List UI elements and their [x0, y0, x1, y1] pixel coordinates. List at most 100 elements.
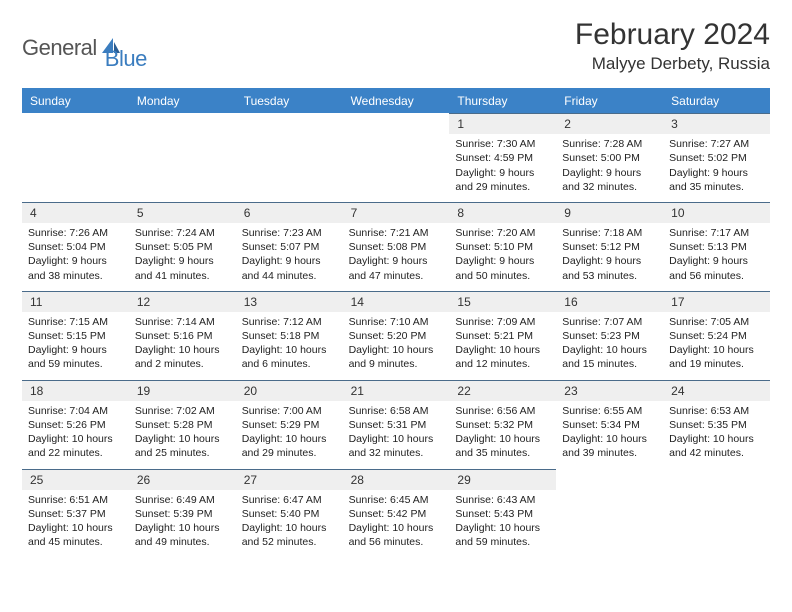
- daylight-text: Daylight: 10 hours and 22 minutes.: [28, 432, 123, 460]
- daylight-text: Daylight: 10 hours and 2 minutes.: [135, 343, 230, 371]
- day-cell: 21Sunrise: 6:58 AMSunset: 5:31 PMDayligh…: [343, 380, 450, 469]
- dow-sunday: Sunday: [22, 88, 129, 113]
- sunrise-text: Sunrise: 6:56 AM: [455, 404, 550, 418]
- location-label: Malyye Derbety, Russia: [575, 54, 770, 74]
- brand-word-1: General: [22, 35, 97, 61]
- daylight-text: Daylight: 10 hours and 56 minutes.: [349, 521, 444, 549]
- day-cell: [556, 469, 663, 558]
- sunset-text: Sunset: 5:04 PM: [28, 240, 123, 254]
- sunset-text: Sunset: 5:05 PM: [135, 240, 230, 254]
- sunset-text: Sunset: 5:26 PM: [28, 418, 123, 432]
- week-row: 11Sunrise: 7:15 AMSunset: 5:15 PMDayligh…: [22, 291, 770, 380]
- day-number: 29: [449, 469, 556, 490]
- daylight-text: Daylight: 9 hours and 47 minutes.: [349, 254, 444, 282]
- day-cell: 10Sunrise: 7:17 AMSunset: 5:13 PMDayligh…: [663, 202, 770, 291]
- day-cell: 18Sunrise: 7:04 AMSunset: 5:26 PMDayligh…: [22, 380, 129, 469]
- header: General Blue February 2024 Malyye Derbet…: [22, 18, 770, 74]
- day-cell: 29Sunrise: 6:43 AMSunset: 5:43 PMDayligh…: [449, 469, 556, 558]
- daylight-text: Daylight: 9 hours and 35 minutes.: [669, 166, 764, 194]
- sunrise-text: Sunrise: 7:05 AM: [669, 315, 764, 329]
- daylight-text: Daylight: 10 hours and 35 minutes.: [455, 432, 550, 460]
- day-cell: 24Sunrise: 6:53 AMSunset: 5:35 PMDayligh…: [663, 380, 770, 469]
- sunset-text: Sunset: 5:24 PM: [669, 329, 764, 343]
- day-of-week-header: Sunday Monday Tuesday Wednesday Thursday…: [22, 88, 770, 113]
- sunrise-text: Sunrise: 6:53 AM: [669, 404, 764, 418]
- day-number: 22: [449, 380, 556, 401]
- sunrise-text: Sunrise: 7:28 AM: [562, 137, 657, 151]
- day-number: 9: [556, 202, 663, 223]
- daylight-text: Daylight: 10 hours and 39 minutes.: [562, 432, 657, 460]
- day-number: 1: [449, 113, 556, 134]
- day-number: 14: [343, 291, 450, 312]
- sunset-text: Sunset: 5:28 PM: [135, 418, 230, 432]
- day-number: 6: [236, 202, 343, 223]
- day-number: 25: [22, 469, 129, 490]
- day-cell: 6Sunrise: 7:23 AMSunset: 5:07 PMDaylight…: [236, 202, 343, 291]
- day-number: 18: [22, 380, 129, 401]
- day-number: 21: [343, 380, 450, 401]
- sunrise-text: Sunrise: 7:02 AM: [135, 404, 230, 418]
- day-cell: 19Sunrise: 7:02 AMSunset: 5:28 PMDayligh…: [129, 380, 236, 469]
- sunset-text: Sunset: 5:12 PM: [562, 240, 657, 254]
- day-number: 13: [236, 291, 343, 312]
- sunrise-text: Sunrise: 6:51 AM: [28, 493, 123, 507]
- sunset-text: Sunset: 5:15 PM: [28, 329, 123, 343]
- sunset-text: Sunset: 5:39 PM: [135, 507, 230, 521]
- sunset-text: Sunset: 5:37 PM: [28, 507, 123, 521]
- day-number: 28: [343, 469, 450, 490]
- daylight-text: Daylight: 10 hours and 9 minutes.: [349, 343, 444, 371]
- day-cell: [22, 113, 129, 202]
- day-number: 3: [663, 113, 770, 134]
- sunrise-text: Sunrise: 6:43 AM: [455, 493, 550, 507]
- daylight-text: Daylight: 9 hours and 38 minutes.: [28, 254, 123, 282]
- brand-logo: General Blue: [22, 18, 147, 72]
- day-number: 4: [22, 202, 129, 223]
- sunrise-text: Sunrise: 7:26 AM: [28, 226, 123, 240]
- sunset-text: Sunset: 5:43 PM: [455, 507, 550, 521]
- day-cell: 26Sunrise: 6:49 AMSunset: 5:39 PMDayligh…: [129, 469, 236, 558]
- daylight-text: Daylight: 9 hours and 44 minutes.: [242, 254, 337, 282]
- dow-tuesday: Tuesday: [236, 88, 343, 113]
- daylight-text: Daylight: 10 hours and 6 minutes.: [242, 343, 337, 371]
- week-row: 18Sunrise: 7:04 AMSunset: 5:26 PMDayligh…: [22, 380, 770, 469]
- sunrise-text: Sunrise: 7:21 AM: [349, 226, 444, 240]
- calendar-page: General Blue February 2024 Malyye Derbet…: [0, 0, 792, 569]
- sunrise-text: Sunrise: 7:12 AM: [242, 315, 337, 329]
- daylight-text: Daylight: 10 hours and 45 minutes.: [28, 521, 123, 549]
- daylight-text: Daylight: 10 hours and 49 minutes.: [135, 521, 230, 549]
- day-number: 7: [343, 202, 450, 223]
- daylight-text: Daylight: 9 hours and 59 minutes.: [28, 343, 123, 371]
- sunset-text: Sunset: 5:16 PM: [135, 329, 230, 343]
- day-cell: 15Sunrise: 7:09 AMSunset: 5:21 PMDayligh…: [449, 291, 556, 380]
- sunrise-text: Sunrise: 7:14 AM: [135, 315, 230, 329]
- sunset-text: Sunset: 5:35 PM: [669, 418, 764, 432]
- week-row: 4Sunrise: 7:26 AMSunset: 5:04 PMDaylight…: [22, 202, 770, 291]
- day-cell: [663, 469, 770, 558]
- day-cell: 1Sunrise: 7:30 AMSunset: 4:59 PMDaylight…: [449, 113, 556, 202]
- sunset-text: Sunset: 5:18 PM: [242, 329, 337, 343]
- sunset-text: Sunset: 5:40 PM: [242, 507, 337, 521]
- day-number: 8: [449, 202, 556, 223]
- sunset-text: Sunset: 5:10 PM: [455, 240, 550, 254]
- sunrise-text: Sunrise: 7:00 AM: [242, 404, 337, 418]
- day-number: 15: [449, 291, 556, 312]
- day-cell: [129, 113, 236, 202]
- day-cell: 23Sunrise: 6:55 AMSunset: 5:34 PMDayligh…: [556, 380, 663, 469]
- day-number: 2: [556, 113, 663, 134]
- day-cell: 27Sunrise: 6:47 AMSunset: 5:40 PMDayligh…: [236, 469, 343, 558]
- daylight-text: Daylight: 9 hours and 41 minutes.: [135, 254, 230, 282]
- sunrise-text: Sunrise: 7:17 AM: [669, 226, 764, 240]
- day-cell: 17Sunrise: 7:05 AMSunset: 5:24 PMDayligh…: [663, 291, 770, 380]
- dow-saturday: Saturday: [663, 88, 770, 113]
- daylight-text: Daylight: 10 hours and 15 minutes.: [562, 343, 657, 371]
- daylight-text: Daylight: 10 hours and 52 minutes.: [242, 521, 337, 549]
- day-cell: [236, 113, 343, 202]
- daylight-text: Daylight: 10 hours and 12 minutes.: [455, 343, 550, 371]
- sunrise-text: Sunrise: 7:23 AM: [242, 226, 337, 240]
- day-cell: 3Sunrise: 7:27 AMSunset: 5:02 PMDaylight…: [663, 113, 770, 202]
- sunset-text: Sunset: 5:29 PM: [242, 418, 337, 432]
- sunrise-text: Sunrise: 7:07 AM: [562, 315, 657, 329]
- sunset-text: Sunset: 5:31 PM: [349, 418, 444, 432]
- sunset-text: Sunset: 5:00 PM: [562, 151, 657, 165]
- week-row: 25Sunrise: 6:51 AMSunset: 5:37 PMDayligh…: [22, 469, 770, 558]
